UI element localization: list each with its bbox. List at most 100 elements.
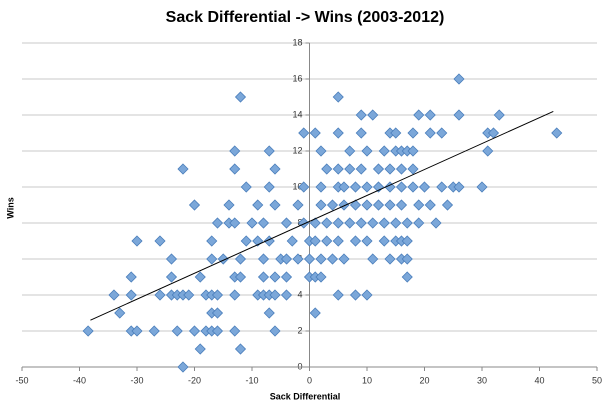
point [441,199,454,211]
point [372,163,385,175]
point [211,325,224,337]
point [298,127,310,139]
point [246,217,258,229]
point [424,199,436,211]
point [384,163,396,175]
point [280,217,293,229]
point [372,199,385,211]
chart-title: Sack Differential -> Wins (2003-2012) [166,9,445,26]
point [229,217,241,229]
point [378,235,390,247]
point [453,181,465,193]
point [229,289,241,301]
point [269,325,281,337]
point [269,199,281,211]
point [154,289,166,301]
point [211,289,224,301]
point [223,199,235,211]
y-tick-label: 12 [292,145,302,155]
point [234,253,247,265]
x-tick-label: -20 [188,375,201,385]
point [338,199,350,211]
point [453,73,465,85]
point [309,127,321,139]
point [194,271,206,283]
point [395,181,408,193]
x-tick-label: -10 [245,375,258,385]
point [436,127,448,139]
y-tick-label: 18 [292,37,302,47]
point [378,145,390,157]
point [361,289,373,301]
point [125,271,137,283]
point [401,271,413,283]
point [280,253,293,265]
point [401,217,413,229]
point [436,181,448,193]
y-tick-label: 16 [292,73,302,83]
point [349,199,362,211]
point [240,181,252,193]
point [292,253,304,265]
point [413,109,425,121]
point [332,235,344,247]
point [493,109,505,121]
point [269,163,281,175]
point [131,235,143,247]
point [367,109,379,121]
point [234,343,247,355]
x-tick-label: -30 [130,375,143,385]
point [82,325,94,337]
point [298,181,310,193]
point [309,235,321,247]
point [332,163,344,175]
point [321,217,333,229]
point [286,235,298,247]
point [263,307,275,319]
point [188,199,201,211]
point [361,235,373,247]
point [177,163,189,175]
point [269,271,281,283]
point [401,253,413,265]
point [332,289,344,301]
point [401,235,413,247]
x-tick-label: 0 [307,375,312,385]
point [257,253,270,265]
x-tick-label: 40 [534,375,544,385]
point [407,145,419,157]
point [206,235,218,247]
point [108,289,120,301]
point [326,199,339,211]
point [229,163,241,175]
point [344,163,356,175]
point [315,253,327,265]
point [349,235,362,247]
y-tick-label: 14 [292,109,302,119]
point [332,217,344,229]
point [407,163,419,175]
point [390,217,402,229]
y-tick-label: 10 [292,181,302,191]
point [355,127,367,139]
point [367,217,379,229]
point [263,181,275,193]
point [332,127,344,139]
point [165,253,178,265]
point [171,325,183,337]
point [384,199,396,211]
point [240,235,252,247]
x-axis-title: Sack Differential [270,391,341,401]
point [194,343,206,355]
x-tick-label: -50 [15,375,28,385]
point [407,181,419,193]
point [206,253,218,265]
point [303,253,316,265]
point [361,145,373,157]
point [321,235,333,247]
point [361,199,373,211]
point [154,235,166,247]
point [355,109,367,121]
point [229,145,241,157]
